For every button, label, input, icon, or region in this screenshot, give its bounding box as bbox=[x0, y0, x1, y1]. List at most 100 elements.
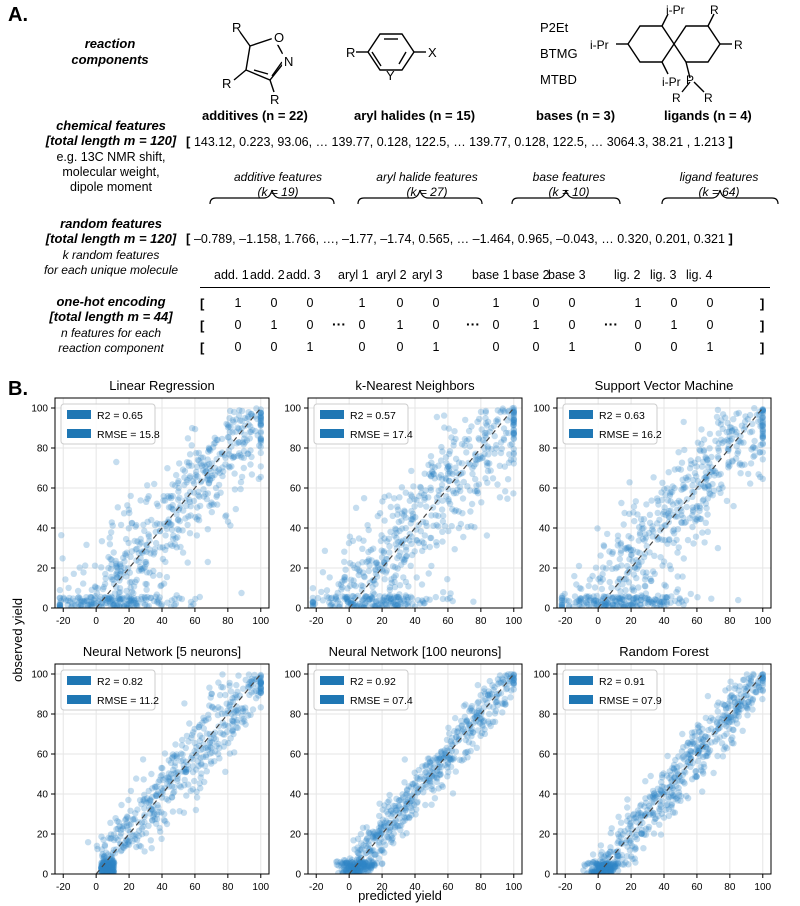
data-point bbox=[176, 494, 183, 501]
onehot-column-2: add. 2 bbox=[250, 268, 285, 282]
data-point bbox=[614, 867, 622, 874]
data-point bbox=[421, 532, 428, 539]
data-point bbox=[658, 524, 665, 531]
data-point bbox=[601, 866, 608, 874]
data-point bbox=[714, 544, 722, 552]
data-point bbox=[638, 596, 645, 604]
data-point bbox=[347, 858, 354, 865]
data-point bbox=[565, 598, 573, 605]
data-point bbox=[200, 486, 207, 493]
data-point bbox=[611, 863, 619, 870]
data-point bbox=[589, 868, 597, 874]
data-point bbox=[601, 860, 609, 867]
data-point bbox=[496, 462, 503, 469]
data-point bbox=[505, 671, 512, 678]
data-point bbox=[742, 702, 750, 710]
data-point bbox=[457, 520, 465, 528]
data-point bbox=[492, 707, 500, 714]
data-point bbox=[730, 416, 737, 423]
data-point bbox=[125, 506, 133, 513]
data-point bbox=[688, 729, 696, 736]
data-point bbox=[641, 811, 649, 818]
data-point bbox=[208, 744, 215, 752]
data-point bbox=[576, 597, 583, 605]
data-point bbox=[246, 691, 253, 699]
data-point bbox=[101, 858, 109, 866]
data-point bbox=[151, 480, 158, 488]
data-point bbox=[505, 429, 512, 437]
data-point bbox=[353, 604, 360, 608]
data-point bbox=[139, 830, 146, 838]
data-point bbox=[225, 447, 232, 454]
data-point bbox=[726, 433, 733, 440]
data-point bbox=[401, 817, 408, 824]
data-point bbox=[175, 496, 182, 503]
n-bg: N bbox=[284, 54, 293, 69]
data-point bbox=[92, 595, 99, 602]
data-point bbox=[344, 598, 351, 605]
data-point bbox=[659, 479, 666, 486]
data-point bbox=[696, 504, 704, 511]
ligand-ipr-left: i-Pr bbox=[590, 38, 609, 52]
data-point bbox=[191, 739, 198, 747]
data-point bbox=[182, 768, 190, 775]
data-point bbox=[474, 699, 481, 707]
data-point bbox=[111, 860, 118, 867]
data-point bbox=[608, 866, 615, 873]
data-point bbox=[98, 564, 105, 571]
data-point bbox=[697, 515, 705, 523]
data-point bbox=[672, 795, 679, 803]
data-point bbox=[353, 866, 361, 873]
data-point bbox=[624, 853, 631, 860]
data-point bbox=[422, 487, 429, 494]
data-point bbox=[684, 751, 692, 758]
data-point bbox=[680, 744, 687, 751]
data-point bbox=[209, 739, 216, 746]
data-point bbox=[448, 740, 455, 748]
data-point bbox=[117, 841, 125, 849]
data-point bbox=[676, 792, 683, 799]
data-point bbox=[132, 810, 139, 817]
data-point bbox=[632, 815, 639, 822]
data-point bbox=[207, 447, 214, 454]
data-point bbox=[726, 718, 733, 726]
data-point bbox=[122, 815, 130, 823]
data-point bbox=[448, 734, 456, 742]
data-point bbox=[395, 594, 402, 601]
data-point bbox=[406, 814, 413, 822]
data-point bbox=[371, 861, 378, 868]
data-point bbox=[458, 757, 465, 764]
data-point bbox=[444, 764, 451, 771]
data-point bbox=[510, 412, 517, 419]
data-point bbox=[606, 578, 613, 586]
data-point bbox=[735, 687, 742, 694]
data-point bbox=[116, 585, 124, 592]
data-point bbox=[161, 497, 169, 504]
data-point bbox=[347, 601, 354, 608]
data-point bbox=[675, 544, 682, 551]
data-point bbox=[380, 594, 388, 601]
data-point bbox=[406, 537, 413, 544]
data-point bbox=[125, 539, 132, 547]
data-point bbox=[484, 691, 492, 698]
data-point bbox=[480, 704, 488, 711]
data-point bbox=[403, 804, 410, 812]
data-point bbox=[56, 586, 64, 594]
data-point bbox=[472, 460, 479, 468]
data-point bbox=[703, 476, 710, 483]
data-point bbox=[362, 837, 370, 844]
data-point bbox=[619, 596, 626, 603]
data-point bbox=[183, 459, 191, 466]
data-point bbox=[98, 868, 105, 874]
data-point bbox=[240, 447, 248, 455]
data-point bbox=[370, 847, 377, 854]
data-point bbox=[235, 672, 242, 679]
data-point bbox=[407, 562, 414, 569]
data-point bbox=[482, 415, 489, 422]
data-point bbox=[381, 576, 388, 583]
data-point bbox=[192, 468, 200, 476]
data-point bbox=[138, 596, 145, 603]
data-point bbox=[447, 745, 454, 752]
data-point bbox=[211, 434, 218, 441]
data-point bbox=[246, 428, 253, 436]
